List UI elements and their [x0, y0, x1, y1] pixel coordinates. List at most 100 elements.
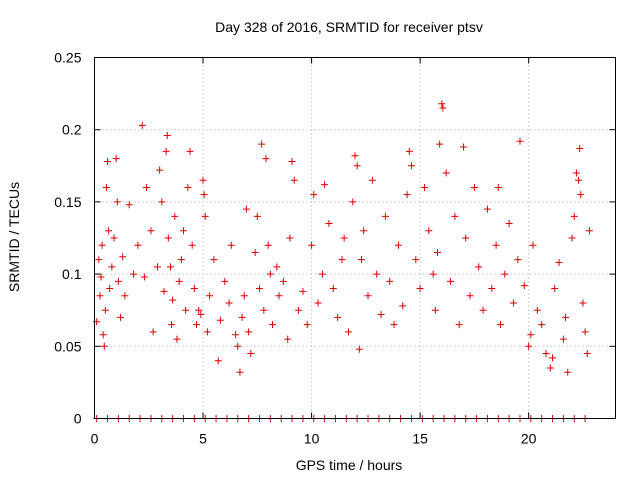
data-point [520, 282, 528, 290]
data-point [225, 299, 233, 307]
data-point [344, 328, 352, 336]
data-point [114, 277, 122, 285]
data-point [143, 183, 151, 191]
data-point [163, 131, 171, 139]
data-point [290, 176, 298, 184]
data-point [479, 306, 487, 314]
data-point [488, 285, 496, 293]
data-point [334, 313, 342, 321]
data-point [147, 227, 155, 235]
data-point [514, 256, 522, 264]
data-point [509, 299, 517, 307]
data-point [177, 256, 185, 264]
data-point [318, 270, 326, 278]
data-point [253, 212, 261, 220]
data-point [162, 147, 170, 155]
data-point [570, 212, 578, 220]
data-point [436, 140, 444, 148]
y-tick-label: 0.25 [54, 50, 81, 66]
data-point [338, 256, 346, 264]
data-point [299, 287, 307, 295]
data-point [214, 357, 222, 365]
data-point [516, 137, 524, 145]
data-point [555, 259, 563, 267]
data-point [325, 220, 333, 228]
data-point [236, 368, 244, 376]
x-tick-label: 20 [521, 431, 537, 447]
data-point [104, 157, 112, 165]
data-point [264, 241, 272, 249]
data-point [455, 321, 463, 329]
data-point [269, 321, 277, 329]
data-point [180, 227, 188, 235]
data-point [562, 313, 570, 321]
data-point [583, 350, 591, 358]
data-point [439, 104, 447, 112]
data-point [201, 212, 209, 220]
data-point [340, 234, 348, 242]
data-point [242, 205, 250, 213]
data-point [138, 121, 146, 129]
data-point [460, 143, 468, 151]
data-point [273, 263, 281, 271]
data-point [279, 277, 287, 285]
data-point [470, 183, 478, 191]
data-point [221, 277, 229, 285]
data-point [96, 292, 104, 300]
data-point [358, 256, 366, 264]
axis-ticks: 0 0.05 0.1 0.15 0.2 0.25 0 5 10 15 20 [54, 50, 616, 447]
data-point [425, 227, 433, 235]
data-point [216, 316, 224, 324]
data-point [462, 234, 470, 242]
data-point [451, 212, 459, 220]
data-point [130, 270, 138, 278]
data-point [288, 157, 296, 165]
data-point [399, 302, 407, 310]
data-point [416, 285, 424, 293]
data-point [538, 321, 546, 329]
data-point [266, 270, 274, 278]
data-point [529, 241, 537, 249]
data-point [349, 198, 357, 206]
data-point [102, 183, 110, 191]
data-point [125, 201, 133, 209]
data-point [99, 331, 107, 339]
data-point [438, 100, 446, 108]
data-point [475, 263, 483, 271]
x-tick-label: 10 [304, 431, 320, 447]
data-point [377, 311, 385, 319]
data-point [95, 256, 103, 264]
data-point [579, 299, 587, 307]
data-point [505, 220, 513, 228]
data-point [403, 191, 411, 199]
data-point [308, 241, 316, 249]
data-point [119, 253, 127, 261]
data-point [494, 183, 502, 191]
data-point [245, 328, 253, 336]
data-point [260, 306, 268, 314]
data-point [186, 147, 194, 155]
grid [94, 57, 616, 419]
data-point [200, 191, 208, 199]
data-point [321, 181, 329, 189]
y-tick-label: 0 [74, 411, 82, 427]
y-tick-label: 0.15 [54, 194, 81, 210]
data-point [405, 147, 413, 155]
data-point [105, 227, 113, 235]
data-point [353, 162, 361, 170]
data-point [295, 306, 303, 314]
data-point [527, 331, 535, 339]
data-point [140, 273, 148, 281]
data-point [585, 227, 593, 235]
data-point [110, 234, 118, 242]
data-point [184, 183, 192, 191]
data-point [153, 263, 161, 271]
data-point [329, 285, 337, 293]
data-point [106, 285, 114, 293]
data-point [546, 364, 554, 372]
data-point [368, 176, 376, 184]
data-point [549, 354, 557, 362]
data-point [373, 270, 381, 278]
x-tick-label: 0 [91, 431, 99, 447]
